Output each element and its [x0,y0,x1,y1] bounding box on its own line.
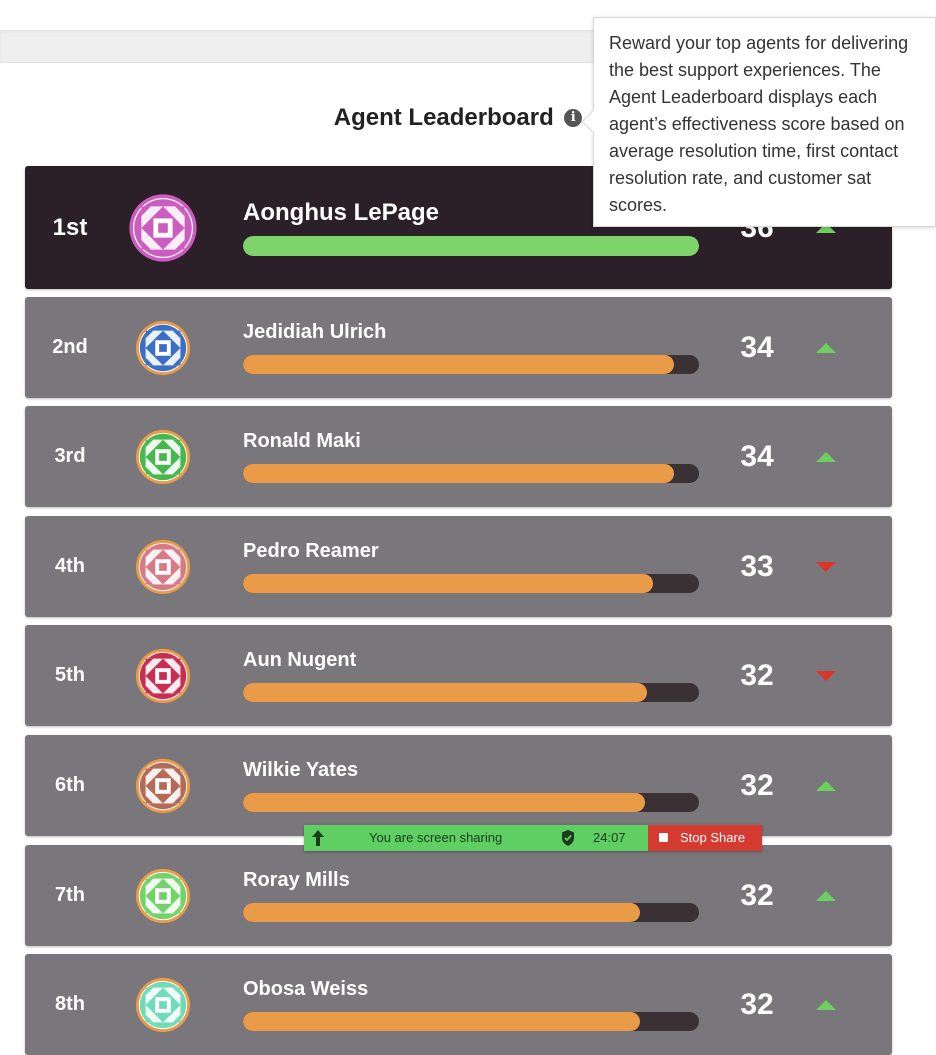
shield-icon [562,830,574,846]
score-progress-fill [243,464,674,483]
share-status-text: You are screen sharing [369,830,503,845]
trend-up-icon [815,954,837,1055]
quilt-avatar-icon [134,647,192,705]
trend-down-icon [815,516,837,617]
share-timer: 24:07 [593,830,626,845]
screen-share-bar: You are screen sharing 24:07 Stop Share [304,825,762,851]
agent-name: Pedro Reamer [243,540,379,562]
quilt-avatar-icon [134,976,192,1034]
rank-label: 2nd [52,336,88,358]
page-title: Agent Leaderboard [333,104,554,131]
score-progress-bar [243,903,699,922]
agent-name: Jedidiah Ulrich [243,321,387,343]
leaderboard-header: Agent Leaderboard i [0,104,916,132]
quilt-avatar-icon [134,757,192,815]
leaderboard-row[interactable]: 4th Pedro Reamer 33 [25,516,892,617]
score-progress-bar [243,236,699,256]
leaderboard-row[interactable]: 5th Aun Nugent 32 [25,625,892,726]
info-icon[interactable]: i [564,109,583,127]
tooltip-text: Reward your top agents for delivering th… [609,33,909,215]
score-progress-fill [243,355,674,374]
quilt-avatar-icon [134,867,192,925]
agent-score: 32 [740,987,774,1021]
agent-score: 34 [740,330,774,364]
share-arrow-icon [312,830,324,846]
score-progress-bar [243,355,699,374]
score-progress-bar [243,574,699,593]
rank-label: 1st [52,213,88,241]
agent-score: 33 [740,549,774,583]
rank-label: 3rd [54,445,86,467]
stop-icon [659,833,668,842]
leaderboard-row[interactable]: 7th Roray Mills 32 [25,845,892,946]
rank-label: 5th [55,664,85,686]
trend-up-icon [815,845,837,946]
trend-up-icon [815,166,837,289]
score-progress-fill [243,574,654,593]
trend-up-icon [815,406,837,507]
stop-share-label: Stop Share [680,830,746,845]
leaderboard-row[interactable]: 2nd Jedidiah Ulrich 34 [25,297,892,398]
score-progress-bar [243,464,699,483]
share-status[interactable]: You are screen sharing 24:07 [304,825,648,851]
leaderboard-row[interactable]: 3rd Ronald Maki 34 [25,406,892,507]
score-progress-bar [243,683,699,702]
rank-label: 4th [55,555,85,577]
score-progress-fill [243,793,646,812]
score-progress-fill [243,683,648,702]
score-progress-fill [243,1012,640,1031]
quilt-avatar-icon [127,192,199,264]
agent-name: Ronald Maki [243,430,361,452]
agent-score: 34 [740,439,774,473]
quilt-avatar-icon [134,428,192,486]
info-tooltip: Reward your top agents for delivering th… [581,17,936,227]
score-progress-fill [243,903,640,922]
quilt-avatar-icon [134,538,192,596]
leaderboard-row[interactable]: 8th Obosa Weiss 32 [25,954,892,1055]
score-progress-bar [243,793,699,812]
rank-label: 8th [55,993,85,1015]
stop-share-button[interactable]: Stop Share [648,825,762,851]
quilt-avatar-icon [134,319,192,377]
trend-up-icon [815,297,837,398]
agent-name: Obosa Weiss [243,978,369,1000]
rank-label: 6th [55,774,85,796]
agent-score: 32 [740,768,774,802]
agent-score: 32 [740,878,774,912]
score-progress-bar [243,1012,699,1031]
agent-name: Roray Mills [243,869,350,891]
agent-score: 32 [740,658,774,692]
leaderboard-row[interactable]: 6th Wilkie Yates 32 [25,735,892,836]
agent-name: Aun Nugent [243,649,357,671]
agent-name: Wilkie Yates [243,759,359,781]
trend-down-icon [815,625,837,726]
trend-up-icon [815,735,837,836]
agent-name: Aonghus LePage [243,199,440,226]
score-progress-fill [243,236,699,256]
rank-label: 7th [55,884,85,906]
